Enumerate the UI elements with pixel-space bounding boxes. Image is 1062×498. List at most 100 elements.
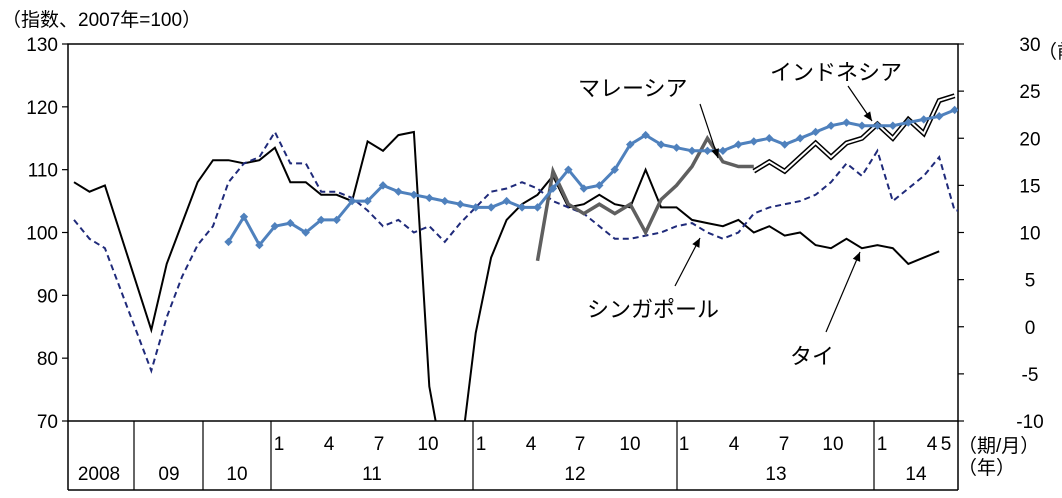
- series-blue-point: [811, 127, 820, 137]
- series-blue-point: [687, 146, 697, 156]
- right-tick-label: 15: [1019, 176, 1040, 197]
- left-tick-label: 110: [28, 161, 58, 182]
- right-tick-label: -5: [1022, 365, 1039, 386]
- series-blue-point: [224, 237, 233, 247]
- series-indonesia-line-inner: [753, 94, 955, 173]
- arrow-thailand: [825, 251, 861, 333]
- series-blue-point: [579, 184, 589, 193]
- series-blue-point: [286, 218, 295, 228]
- month-tick-label: 10: [822, 434, 843, 455]
- left-tick-label: 120: [26, 98, 58, 119]
- series-blue-point: [255, 240, 264, 250]
- annotation-malaysia: マレーシア: [578, 76, 688, 101]
- month-tick-label: 4: [324, 434, 335, 455]
- arrow-indonesia-head: [863, 111, 872, 121]
- series-blue-point: [610, 165, 619, 174]
- month-tick-label: 1: [274, 434, 285, 455]
- series-blue-point: [641, 130, 650, 140]
- series-blue-point: [425, 193, 434, 203]
- series-blue-point: [440, 196, 449, 206]
- series-blue-point: [270, 222, 280, 231]
- month-tick-label: 7: [779, 434, 790, 455]
- series-blue-point: [626, 140, 635, 149]
- series-blue-point: [486, 203, 496, 212]
- series-blue-line: [227, 108, 956, 248]
- series-blue-point: [595, 181, 604, 190]
- series-blue-point: [517, 203, 527, 212]
- x-unit-label-year: （年）: [958, 457, 1015, 479]
- series-blue-point: [564, 165, 573, 174]
- year-label: 09: [158, 464, 179, 485]
- x-unit-label-month: （期/月）: [958, 435, 1039, 457]
- month-tick-label: 1: [476, 434, 487, 455]
- left-axis-title: （指数、2007年=100）: [2, 9, 201, 31]
- arrow-singapore-head: [692, 238, 700, 248]
- annotation-singapore: シンガポール: [587, 297, 719, 322]
- series-blue-point: [548, 184, 558, 193]
- right-axis-title: （前: [1038, 41, 1062, 63]
- month-tick-label: 4: [729, 434, 740, 455]
- series-blue-point: [842, 118, 851, 127]
- month-tick-label: 7: [374, 434, 385, 455]
- series-blue-point: [317, 215, 326, 225]
- month-tick-label: 10: [619, 434, 640, 455]
- chart-frame: [62, 43, 964, 491]
- arrow-malaysia: [699, 103, 719, 159]
- right-tick-label: 30: [1019, 35, 1040, 56]
- year-label: 2008: [78, 464, 120, 485]
- series-blue-point: [904, 118, 913, 127]
- series-blue-point: [826, 121, 836, 130]
- series-blue-point: [471, 203, 480, 212]
- right-tick-label: 0: [1025, 318, 1036, 339]
- series-blue-point: [332, 215, 341, 225]
- series-blue-point: [239, 212, 249, 221]
- series-blue-point: [935, 112, 944, 121]
- series-blue-point: [378, 181, 388, 190]
- right-tick-label: -10: [1016, 412, 1043, 433]
- series-blue-point: [502, 196, 511, 206]
- month-tick-label: 1: [679, 434, 690, 455]
- series-blue-point: [780, 140, 789, 149]
- month-tick-label: 4: [927, 434, 938, 455]
- annotation-thailand: タイ: [790, 344, 834, 369]
- series-blue-point: [950, 105, 958, 115]
- series-blue-point: [795, 134, 805, 143]
- series-blue-point: [347, 196, 357, 206]
- month-tick-label: 10: [417, 434, 438, 455]
- axis-labels: （指数、2007年=100） （前 （期/月） （年） マレーシア インドネシア…: [2, 9, 1062, 485]
- arrow-singapore: [674, 237, 701, 287]
- year-label: 11: [362, 464, 382, 485]
- left-tick-label: 70: [37, 412, 58, 433]
- right-tick-label: 10: [1019, 224, 1040, 245]
- series-blue-point: [533, 203, 542, 212]
- month-tick-label: 5: [941, 434, 952, 455]
- series-singapore-line: [73, 129, 958, 374]
- arrow-malaysia-head: [711, 148, 719, 158]
- series-blue-point: [919, 115, 928, 124]
- month-tick-label: 4: [526, 434, 537, 455]
- series-blue-point: [394, 187, 403, 196]
- arrow-thailand-head: [852, 252, 861, 262]
- series-blue-point: [456, 200, 465, 209]
- left-tick-label: 100: [26, 224, 58, 245]
- series-lines: [73, 93, 958, 421]
- series-blue-point: [409, 190, 419, 199]
- series-blue-point: [718, 146, 728, 156]
- left-tick-label: 130: [26, 35, 58, 56]
- series-blue-point: [888, 121, 898, 130]
- year-label: 10: [226, 464, 247, 485]
- series-malaysia-line: [535, 134, 754, 262]
- series-blue-point: [672, 143, 681, 152]
- left-tick-label: 90: [37, 286, 58, 307]
- left-tick-label: 80: [37, 349, 58, 370]
- series-blue-point: [857, 121, 867, 130]
- right-tick-label: 5: [1025, 271, 1036, 292]
- annotation-arrows: [674, 85, 873, 333]
- year-label: 13: [765, 464, 786, 485]
- series-blue-point: [873, 121, 882, 130]
- series-blue-point: [703, 146, 712, 156]
- month-tick-label: 1: [877, 434, 888, 455]
- series-blue-point: [363, 196, 372, 206]
- series-blue-point: [301, 228, 310, 237]
